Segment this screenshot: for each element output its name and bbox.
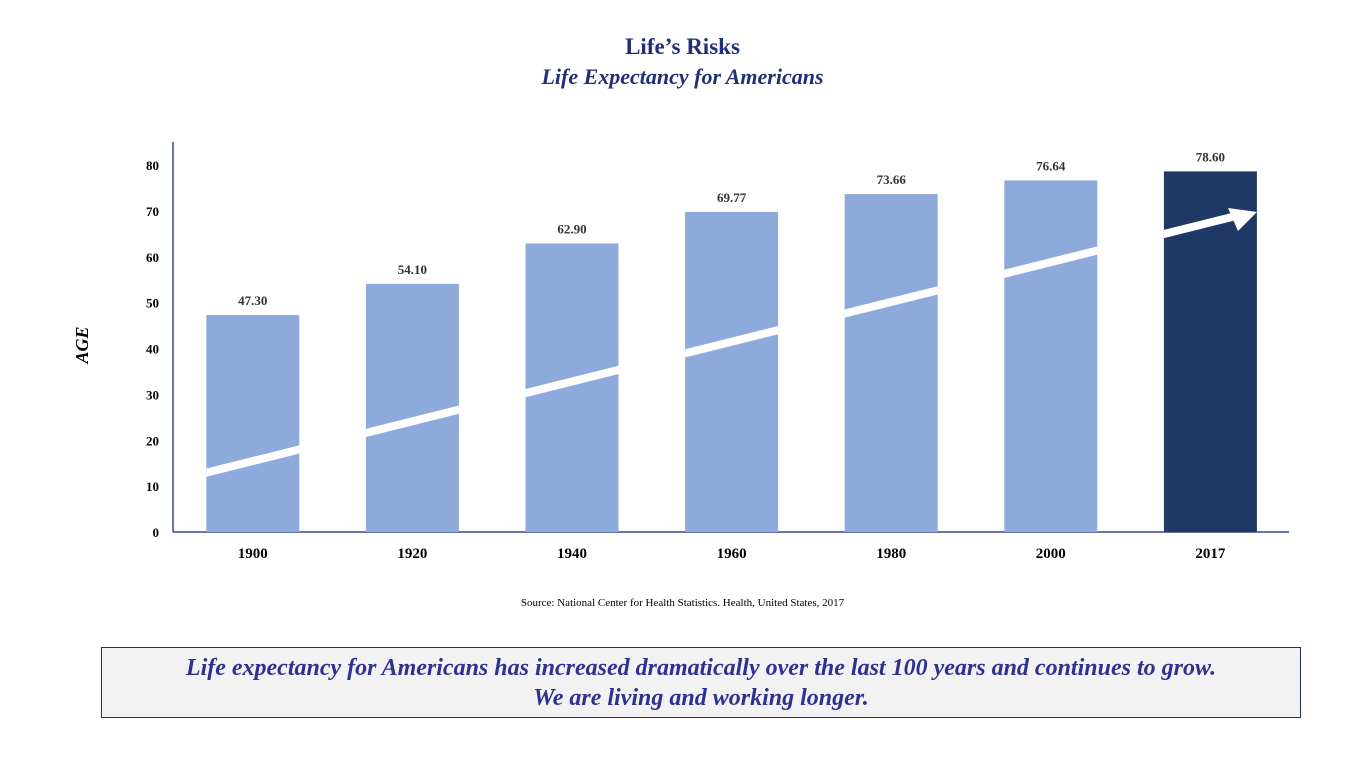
bar-2000 [1004,180,1098,532]
y-tick-label: 60 [146,250,159,265]
bar-1980 [844,194,938,532]
x-tick-label-1980: 1980 [876,546,906,562]
bar-1920 [365,283,459,532]
data-label-1900: 47.30 [238,293,267,308]
y-tick-label: 20 [146,433,159,448]
chart-subtitle: Life Expectancy for Americans [541,64,824,89]
data-label-2017: 78.60 [1196,149,1225,164]
data-label-1940: 62.90 [557,221,586,236]
y-axis-title: AGE [72,326,92,364]
callout-line-2: We are living and working longer. [533,685,869,711]
data-label-1960: 69.77 [717,190,747,205]
source-note: Source: National Center for Health Stati… [520,597,845,609]
x-tick-label-1920: 1920 [397,546,427,562]
y-tick-label: 50 [146,296,159,311]
bar-1960 [685,211,779,533]
x-tick-label-1960: 1960 [717,546,747,562]
y-tick-label: 0 [153,525,160,540]
bar-chart: 0 10 20 30 40 50 60 70 80 AGE 47.30 1900 54.10 1920 62… [72,142,1289,562]
x-tick-label-2000: 2000 [1036,546,1066,562]
x-tick-label-1900: 1900 [238,546,268,562]
trend-arrow [206,208,1257,477]
chart-title: Life’s Risks [625,34,740,59]
callout-line-1: Life expectancy for Americans has increa… [185,655,1217,681]
x-tick-label-1940: 1940 [557,546,587,562]
bar-1900 [206,315,300,532]
y-tick-label: 30 [146,387,159,402]
data-label-1920: 54.10 [398,262,427,277]
data-label-1980: 73.66 [877,172,907,187]
y-tick-label: 40 [146,342,159,357]
x-tick-label-2017: 2017 [1195,546,1226,562]
y-tick-label: 70 [146,204,159,219]
y-tick-label: 10 [146,479,159,494]
callout-box: Life expectancy for Americans has increa… [101,647,1301,718]
data-label-2000: 76.64 [1036,158,1066,173]
y-tick-label: 80 [146,158,159,173]
